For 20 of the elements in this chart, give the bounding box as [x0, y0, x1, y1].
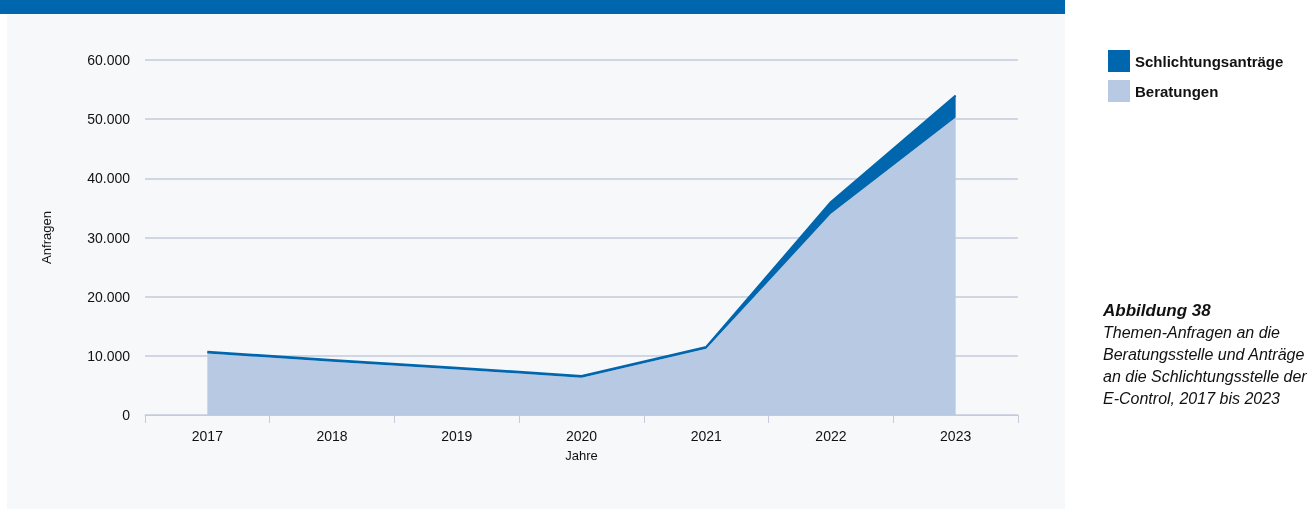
text: Themen-Anfragen an die Beratungsstelle und Anträge an die Schlichtungsstelle der E-Control, 2017 bis 2023	[1103, 323, 1308, 409]
x-tick-label: 2019	[441, 428, 473, 444]
x-tick-label: 2020	[565, 428, 598, 444]
text: Abbildung 38	[1103, 300, 1212, 322]
y-tick-label: 40.000	[87, 170, 131, 187]
y-tick-label: 0	[122, 407, 131, 423]
x-tick-label: 2017	[191, 428, 224, 444]
y-tick-label: 10.000	[87, 347, 131, 364]
y-tick-label: 50.000	[87, 111, 131, 128]
x-axis-title: Jahre	[565, 448, 598, 463]
x-tick-label: 2018	[316, 428, 348, 444]
x-tick-label: 2023	[940, 428, 972, 444]
legend-label: Schlichtungsanträge	[1135, 52, 1284, 70]
y-axis-title: Anfragen	[39, 211, 54, 264]
x-tick-label: 2021	[690, 428, 722, 444]
y-tick-label: 20.000	[87, 288, 131, 305]
legend-label: Beratungen	[1135, 82, 1219, 100]
y-tick-label: 30.000	[87, 229, 131, 246]
y-tick-label: 60.000	[87, 52, 131, 68]
x-tick-label: 2022	[815, 428, 847, 444]
